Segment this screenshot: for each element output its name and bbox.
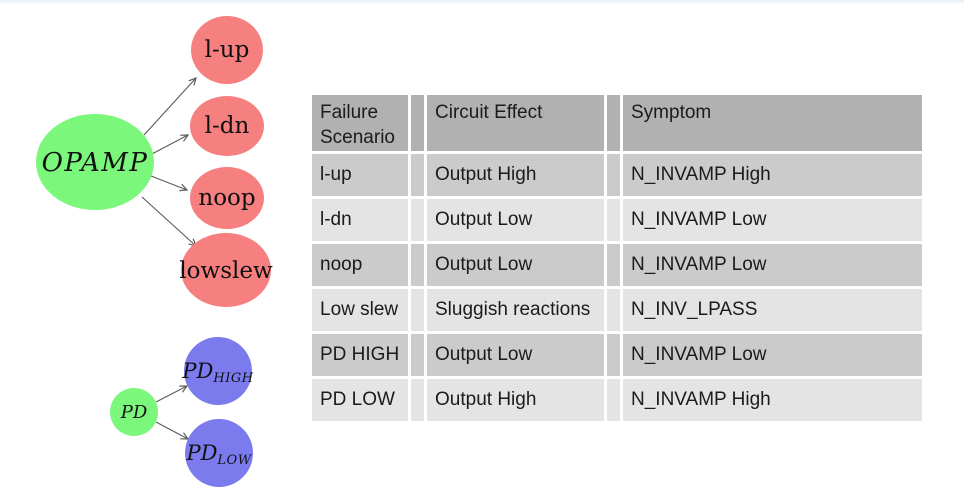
table-row: noop Output Low N_INVAMP Low (312, 244, 922, 286)
node-noop: noop (190, 167, 264, 229)
effect-cell: Sluggish reactions (427, 289, 604, 331)
effect-cell: Output High (427, 154, 604, 196)
spacer-cell (607, 289, 620, 331)
table-row: l-up Output High N_INVAMP High (312, 154, 922, 196)
scenario-cell: l-up (312, 154, 408, 196)
spacer-cell (607, 154, 620, 196)
edge-pd-pdlow (155, 421, 190, 440)
node-l-up-label: l-up (205, 37, 250, 63)
spacer-cell (607, 244, 620, 286)
spacer-cell (607, 334, 620, 376)
node-pd: PD (110, 388, 158, 436)
scenario-cell: Low slew (312, 289, 408, 331)
symptom-cell: N_INVAMP High (623, 154, 922, 196)
symptom-cell: N_INVAMP Low (623, 334, 922, 376)
spacer-cell (411, 244, 424, 286)
node-l-dn: l-dn (190, 96, 264, 156)
node-pd-high-label: PDHIGH (181, 359, 253, 386)
table-header-row: Failure Scenario Circuit Effect Symptom (312, 95, 922, 151)
failure-mode-diagram: OPAMP l-up l-dn noop lowslew PD PDHIGH P… (36, 16, 273, 487)
node-pd-low: PDLOW (185, 419, 253, 487)
effect-cell: Output Low (427, 199, 604, 241)
failure-table: Failure Scenario Circuit Effect Symptom … (309, 92, 925, 424)
header-failure-scenario: Failure Scenario (312, 95, 408, 151)
node-opamp-label: OPAMP (42, 148, 149, 178)
symptom-cell: N_INVAMP High (623, 379, 922, 421)
scenario-cell: PD LOW (312, 379, 408, 421)
edge-opamp-lowslew (141, 196, 197, 247)
scenario-cell: l-dn (312, 199, 408, 241)
symptom-cell: N_INVAMP Low (623, 199, 922, 241)
node-lowslew-label: lowslew (179, 258, 273, 284)
effect-cell: Output Low (427, 334, 604, 376)
failure-table-container: Failure Scenario Circuit Effect Symptom … (309, 92, 925, 424)
edge-opamp-noop (150, 175, 189, 192)
spacer-cell (411, 289, 424, 331)
effect-cell: Output High (427, 379, 604, 421)
node-noop-label: noop (198, 185, 255, 211)
symptom-cell: N_INVAMP Low (623, 244, 922, 286)
spacer-cell (607, 379, 620, 421)
node-pd-label: PD (120, 402, 148, 423)
table-row: l-dn Output Low N_INVAMP Low (312, 199, 922, 241)
spacer-cell (411, 379, 424, 421)
symptom-cell: N_INV_LPASS (623, 289, 922, 331)
header-symptom: Symptom (623, 95, 922, 151)
spacer-cell (411, 154, 424, 196)
node-pd-high: PDHIGH (181, 337, 253, 405)
scenario-cell: PD HIGH (312, 334, 408, 376)
header-spacer (411, 95, 424, 151)
header-circuit-effect: Circuit Effect (427, 95, 604, 151)
effect-cell: Output Low (427, 244, 604, 286)
node-lowslew: lowslew (179, 233, 273, 307)
node-opamp: OPAMP (36, 114, 154, 210)
spacer-cell (411, 199, 424, 241)
edge-opamp-ldn (149, 134, 190, 156)
header-spacer (607, 95, 620, 151)
edge-opamp-lup (143, 77, 197, 136)
top-edge-highlight (0, 0, 964, 5)
table-row: PD HIGH Output Low N_INVAMP Low (312, 334, 922, 376)
node-pd-low-label: PDLOW (185, 441, 252, 468)
node-l-dn-label: l-dn (205, 113, 250, 139)
scenario-cell: noop (312, 244, 408, 286)
spacer-cell (607, 199, 620, 241)
table-row: Low slew Sluggish reactions N_INV_LPASS (312, 289, 922, 331)
spacer-cell (411, 334, 424, 376)
node-l-up: l-up (191, 16, 263, 84)
edge-pd-pdhigh (155, 385, 189, 403)
table-row: PD LOW Output High N_INVAMP High (312, 379, 922, 421)
